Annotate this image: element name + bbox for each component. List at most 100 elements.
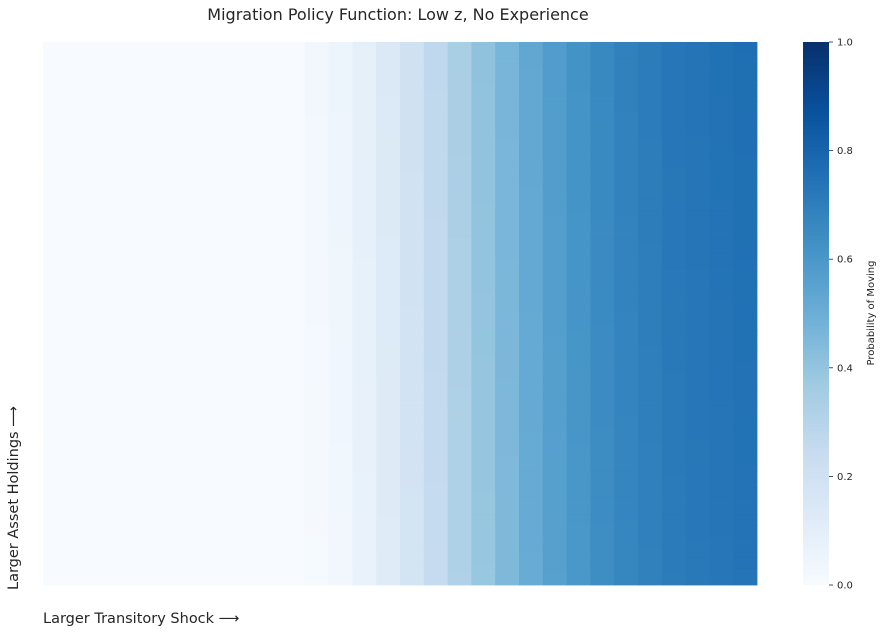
heatmap-cell: [590, 215, 615, 222]
heatmap-cell: [162, 156, 187, 162]
heatmap-cell: [209, 356, 234, 363]
heatmap-cell: [233, 498, 258, 504]
heatmap-cell: [185, 346, 210, 352]
heatmap-cell: [400, 503, 425, 510]
heatmap-cell: [209, 411, 234, 418]
heatmap-cell: [281, 188, 306, 195]
heatmap-cell: [138, 226, 163, 233]
heatmap-cell: [43, 69, 68, 75]
heatmap-cell: [352, 378, 377, 385]
heatmap-cell: [661, 204, 686, 211]
heatmap-cell: [352, 574, 377, 580]
heatmap-cell: [376, 90, 401, 97]
heatmap-cell: [233, 389, 258, 396]
heatmap-cell: [542, 574, 567, 580]
heatmap-cell: [542, 42, 567, 48]
heatmap-cell: [43, 335, 68, 342]
heatmap-cell: [90, 96, 115, 103]
heatmap-cell: [304, 139, 329, 146]
heatmap-cell: [566, 378, 591, 385]
heatmap-cell: [138, 128, 163, 135]
heatmap-cell: [709, 253, 734, 260]
heatmap-cell: [90, 166, 115, 173]
heatmap-cell: [90, 242, 115, 249]
chart-title: Migration Policy Function: Low z, No Exp…: [207, 5, 588, 24]
heatmap-cell: [185, 313, 210, 320]
heatmap-cell: [495, 405, 520, 412]
heatmap-cell: [66, 188, 91, 195]
heatmap-cell: [185, 351, 210, 358]
heatmap-cell: [566, 324, 591, 331]
heatmap-cell: [352, 318, 377, 325]
heatmap-cell: [257, 194, 282, 200]
heatmap-cell: [614, 487, 639, 494]
heatmap-cell: [542, 215, 567, 222]
heatmap-cell: [423, 232, 448, 238]
heatmap-cell: [685, 563, 710, 570]
heatmap-cell: [471, 145, 496, 151]
heatmap-cell: [90, 259, 115, 266]
heatmap-cell: [614, 259, 639, 266]
heatmap-cell: [733, 90, 758, 97]
heatmap-cell: [114, 367, 139, 374]
heatmap-cell: [209, 297, 234, 304]
heatmap-cell: [304, 63, 329, 70]
heatmap-cell: [638, 460, 663, 466]
heatmap-cell: [138, 270, 163, 276]
heatmap-cell: [66, 318, 91, 325]
heatmap-cell: [447, 221, 472, 228]
heatmap-cell: [495, 85, 520, 92]
heatmap-cell: [90, 487, 115, 494]
heatmap-cell: [590, 313, 615, 320]
heatmap-cell: [185, 324, 210, 331]
heatmap-cell: [328, 291, 353, 298]
heatmap-cell: [566, 568, 591, 575]
heatmap-cell: [328, 438, 353, 445]
heatmap-cell: [257, 308, 282, 314]
heatmap-cell: [733, 150, 758, 157]
heatmap-cell: [709, 204, 734, 211]
heatmap-cell: [471, 302, 496, 309]
heatmap-cell: [257, 422, 282, 428]
heatmap-cell: [376, 508, 401, 515]
heatmap-cell: [233, 574, 258, 580]
heatmap-cell: [423, 557, 448, 564]
heatmap-cell: [209, 530, 234, 537]
heatmap-cell: [566, 134, 591, 141]
heatmap-cell: [376, 280, 401, 287]
heatmap-cell: [233, 346, 258, 352]
heatmap-cell: [304, 52, 329, 59]
heatmap-cell: [233, 563, 258, 570]
heatmap-cell: [400, 96, 425, 103]
heatmap-cell: [733, 498, 758, 504]
heatmap-cell: [733, 367, 758, 374]
heatmap-cell: [209, 52, 234, 59]
heatmap-cell: [43, 123, 68, 130]
heatmap-cell: [352, 432, 377, 439]
heatmap-cell: [661, 183, 686, 190]
heatmap-cell: [66, 145, 91, 151]
heatmap-cell: [638, 145, 663, 151]
heatmap-cell: [209, 525, 234, 532]
heatmap-cell: [281, 183, 306, 190]
heatmap-cell: [66, 422, 91, 428]
heatmap-cell: [43, 90, 68, 97]
heatmap-cell: [685, 69, 710, 75]
heatmap-cell: [400, 568, 425, 575]
heatmap-cell: [423, 270, 448, 276]
heatmap-cell: [66, 329, 91, 336]
heatmap-cell: [162, 443, 187, 450]
heatmap-cell: [138, 346, 163, 352]
heatmap-cell: [400, 123, 425, 130]
heatmap-cell: [590, 460, 615, 466]
heatmap-cell: [661, 215, 686, 222]
heatmap-cell: [566, 123, 591, 130]
heatmap-cell: [614, 579, 639, 586]
heatmap-cell: [43, 557, 68, 564]
heatmap-cell: [661, 340, 686, 347]
heatmap-cell: [376, 226, 401, 233]
heatmap-cell: [495, 237, 520, 244]
heatmap-cell: [519, 161, 544, 168]
heatmap-cell: [257, 476, 282, 483]
heatmap-cell: [638, 150, 663, 157]
